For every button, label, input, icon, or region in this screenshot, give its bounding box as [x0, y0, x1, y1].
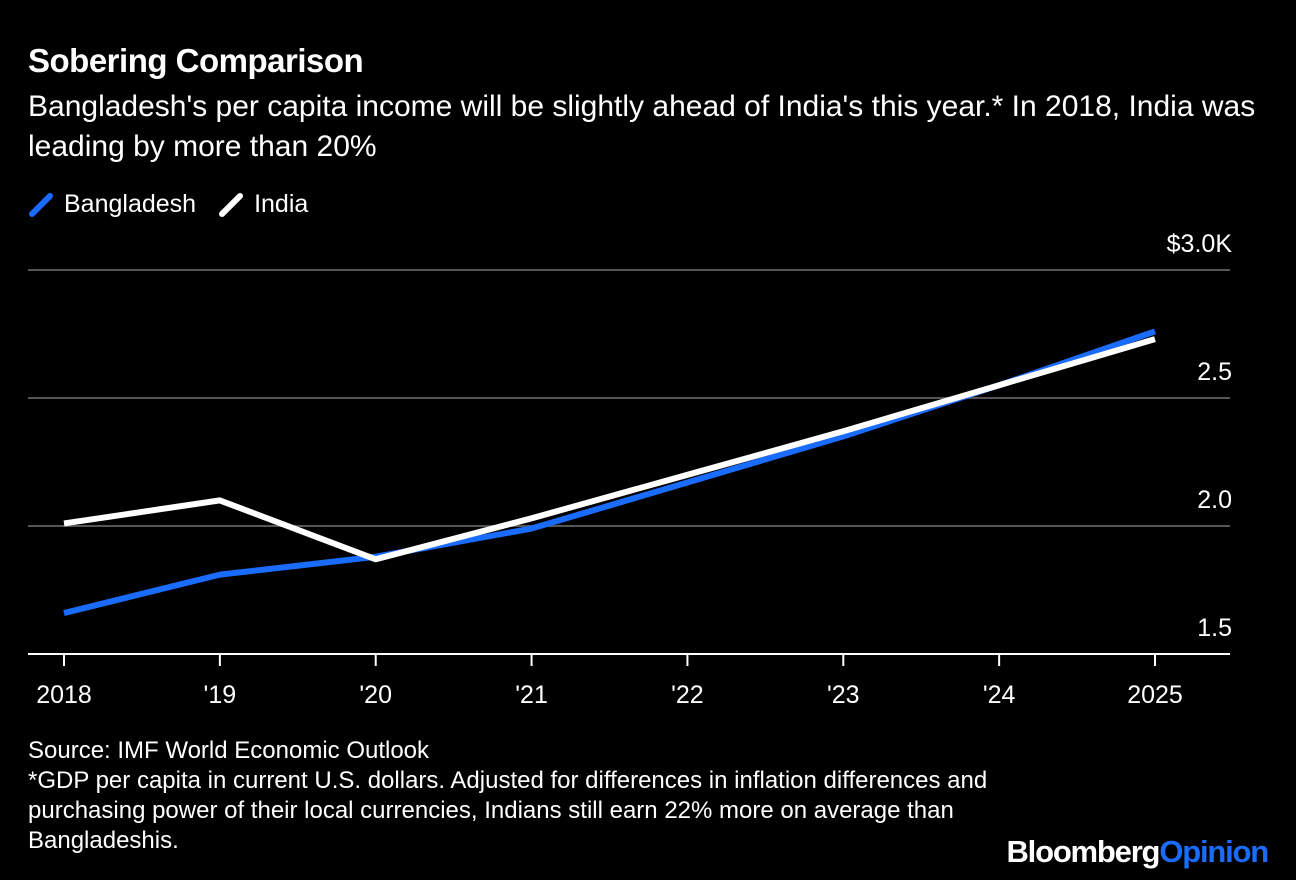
y-tick-label: 2.0 — [1197, 486, 1232, 514]
x-tick-label: '19 — [204, 681, 237, 709]
x-tick-label: '21 — [515, 681, 548, 709]
brand-opinion: Opinion — [1159, 834, 1269, 869]
chart-subtitle: Bangladesh's per capita income will be s… — [28, 90, 1256, 163]
legend-swatch-india — [218, 192, 244, 218]
y-tick-label: $3.0K — [1167, 230, 1233, 258]
chart-title: Sobering Comparison — [28, 42, 364, 79]
chart-footer: Source: IMF World Economic Outlook *GDP … — [28, 736, 1028, 856]
series-line-bangladesh — [63, 328, 1156, 616]
series-line-india — [63, 336, 1156, 563]
legend-item-india: India — [218, 190, 308, 219]
bloomberg-opinion-logo: BloombergOpinion — [1006, 834, 1269, 870]
chart-legend: Bangladesh India — [28, 190, 330, 219]
x-tick-label: 2018 — [36, 681, 92, 709]
brand-bloomberg: Bloomberg — [1006, 834, 1160, 869]
source-note: Source: IMF World Economic Outlook — [28, 737, 430, 764]
legend-label-bangladesh: Bangladesh — [64, 190, 197, 218]
legend-swatch-bangladesh — [28, 192, 54, 218]
footnote: *GDP per capita in current U.S. dollars.… — [28, 767, 988, 854]
x-tick-label: '22 — [671, 681, 704, 709]
y-tick-label: 2.5 — [1197, 358, 1232, 386]
legend-item-bangladesh: Bangladesh — [28, 190, 196, 219]
x-tick-label: '24 — [983, 681, 1016, 709]
x-tick-label: 2025 — [1127, 681, 1183, 709]
legend-label-india: India — [254, 190, 309, 218]
y-tick-label: 1.5 — [1197, 614, 1232, 642]
x-tick-label: '20 — [359, 681, 392, 709]
x-tick-label: '23 — [827, 681, 860, 709]
